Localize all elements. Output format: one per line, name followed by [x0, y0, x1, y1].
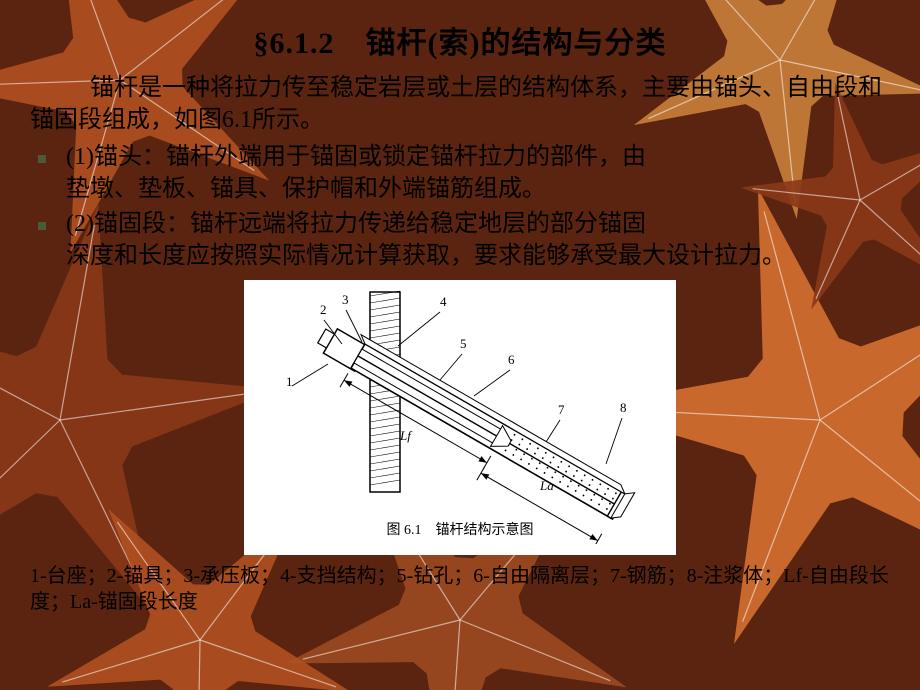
slide-content: §6.1.2 锚杆(索)的结构与分类 锚杆是一种将拉力传至稳定岩层或土层的结构体… [0, 0, 920, 625]
svg-text:5: 5 [460, 336, 467, 351]
svg-text:3: 3 [342, 292, 349, 307]
figure-6-1: 12345678LfLa图 6.1 锚杆结构示意图 [244, 280, 676, 555]
svg-text:8: 8 [620, 400, 627, 415]
bullet-1-line1: (1)锚头：锚杆外端用于锚固或锁定锚杆拉力的部件，由 [66, 141, 890, 173]
svg-text:6: 6 [508, 352, 515, 367]
svg-text:图 6.1 锚杆结构示意图: 图 6.1 锚杆结构示意图 [387, 521, 534, 538]
bullet-1-line2: 垫墩、垫板、锚具、保护帽和外端锚筋组成。 [66, 173, 890, 205]
svg-text:4: 4 [440, 294, 447, 309]
bullet-icon [38, 155, 46, 163]
svg-text:7: 7 [558, 402, 565, 417]
bullet-2-line1: (2)锚固段：锚杆远端将拉力传递给稳定地层的部分锚固 [66, 208, 890, 240]
intro-paragraph: 锚杆是一种将拉力传至稳定岩层或土层的结构体系，主要由锚头、自由段和锚固段组成，如… [30, 72, 890, 137]
svg-text:1: 1 [286, 374, 293, 389]
figure-legend: 1-台座；2-锚具；3-承压板；4-支挡结构；5-钻孔；6-自由隔离层；7-钢筋… [30, 563, 890, 615]
svg-text:2: 2 [320, 302, 327, 317]
slide-title: §6.1.2 锚杆(索)的结构与分类 [30, 18, 890, 62]
figure-container: 12345678LfLa图 6.1 锚杆结构示意图 [30, 280, 890, 555]
bullet-item-1: (1)锚头：锚杆外端用于锚固或锁定锚杆拉力的部件，由 [30, 141, 890, 173]
anchor-diagram: 12345678LfLa图 6.1 锚杆结构示意图 [250, 286, 670, 544]
bullet-2-line2: 深度和长度应按照实际情况计算获取，要求能够承受最大设计拉力。 [66, 240, 890, 272]
bullet-icon [38, 222, 46, 230]
svg-text:La: La [539, 478, 554, 493]
bullet-item-2: (2)锚固段：锚杆远端将拉力传递给稳定地层的部分锚固 [30, 208, 890, 240]
